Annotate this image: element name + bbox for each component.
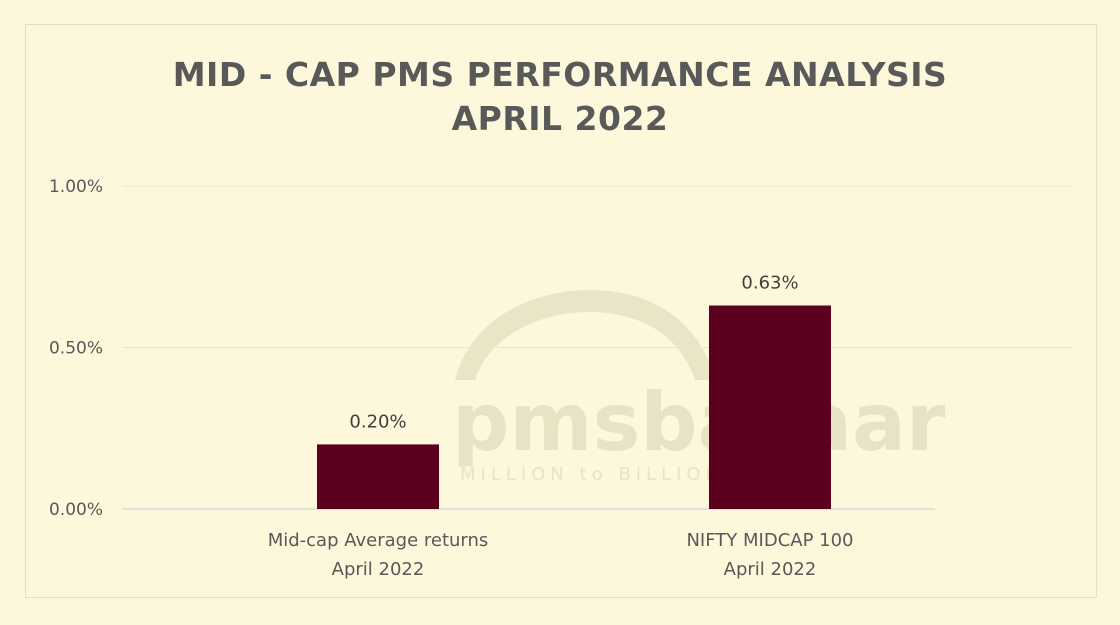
chart-frame — [25, 24, 1097, 598]
x-category-label: April 2022 — [332, 559, 425, 580]
x-category-label: April 2022 — [724, 559, 817, 580]
chart-title-line-1: MID - CAP PMS PERFORMANCE ANALYSIS — [172, 55, 948, 94]
bar — [709, 305, 831, 509]
x-category-label: Mid-cap Average returns — [268, 530, 489, 551]
data-label: 0.20% — [349, 411, 406, 432]
watermark-tagline: MILLION to BILLION — [460, 464, 724, 485]
y-tick-label: 0.00% — [49, 500, 103, 520]
y-tick-label: 1.00% — [49, 177, 103, 197]
y-tick-label: 0.50% — [49, 339, 103, 359]
watermark-brand: pmsbazaar — [452, 376, 946, 469]
data-label: 0.63% — [741, 273, 798, 294]
x-category-label: NIFTY MIDCAP 100 — [686, 530, 853, 551]
watermark-arc-icon — [455, 290, 715, 380]
bar — [317, 444, 439, 509]
watermark-logo: pmsbazaar MILLION to BILLION — [452, 290, 946, 485]
chart-title-line-2: APRIL 2022 — [451, 99, 669, 138]
